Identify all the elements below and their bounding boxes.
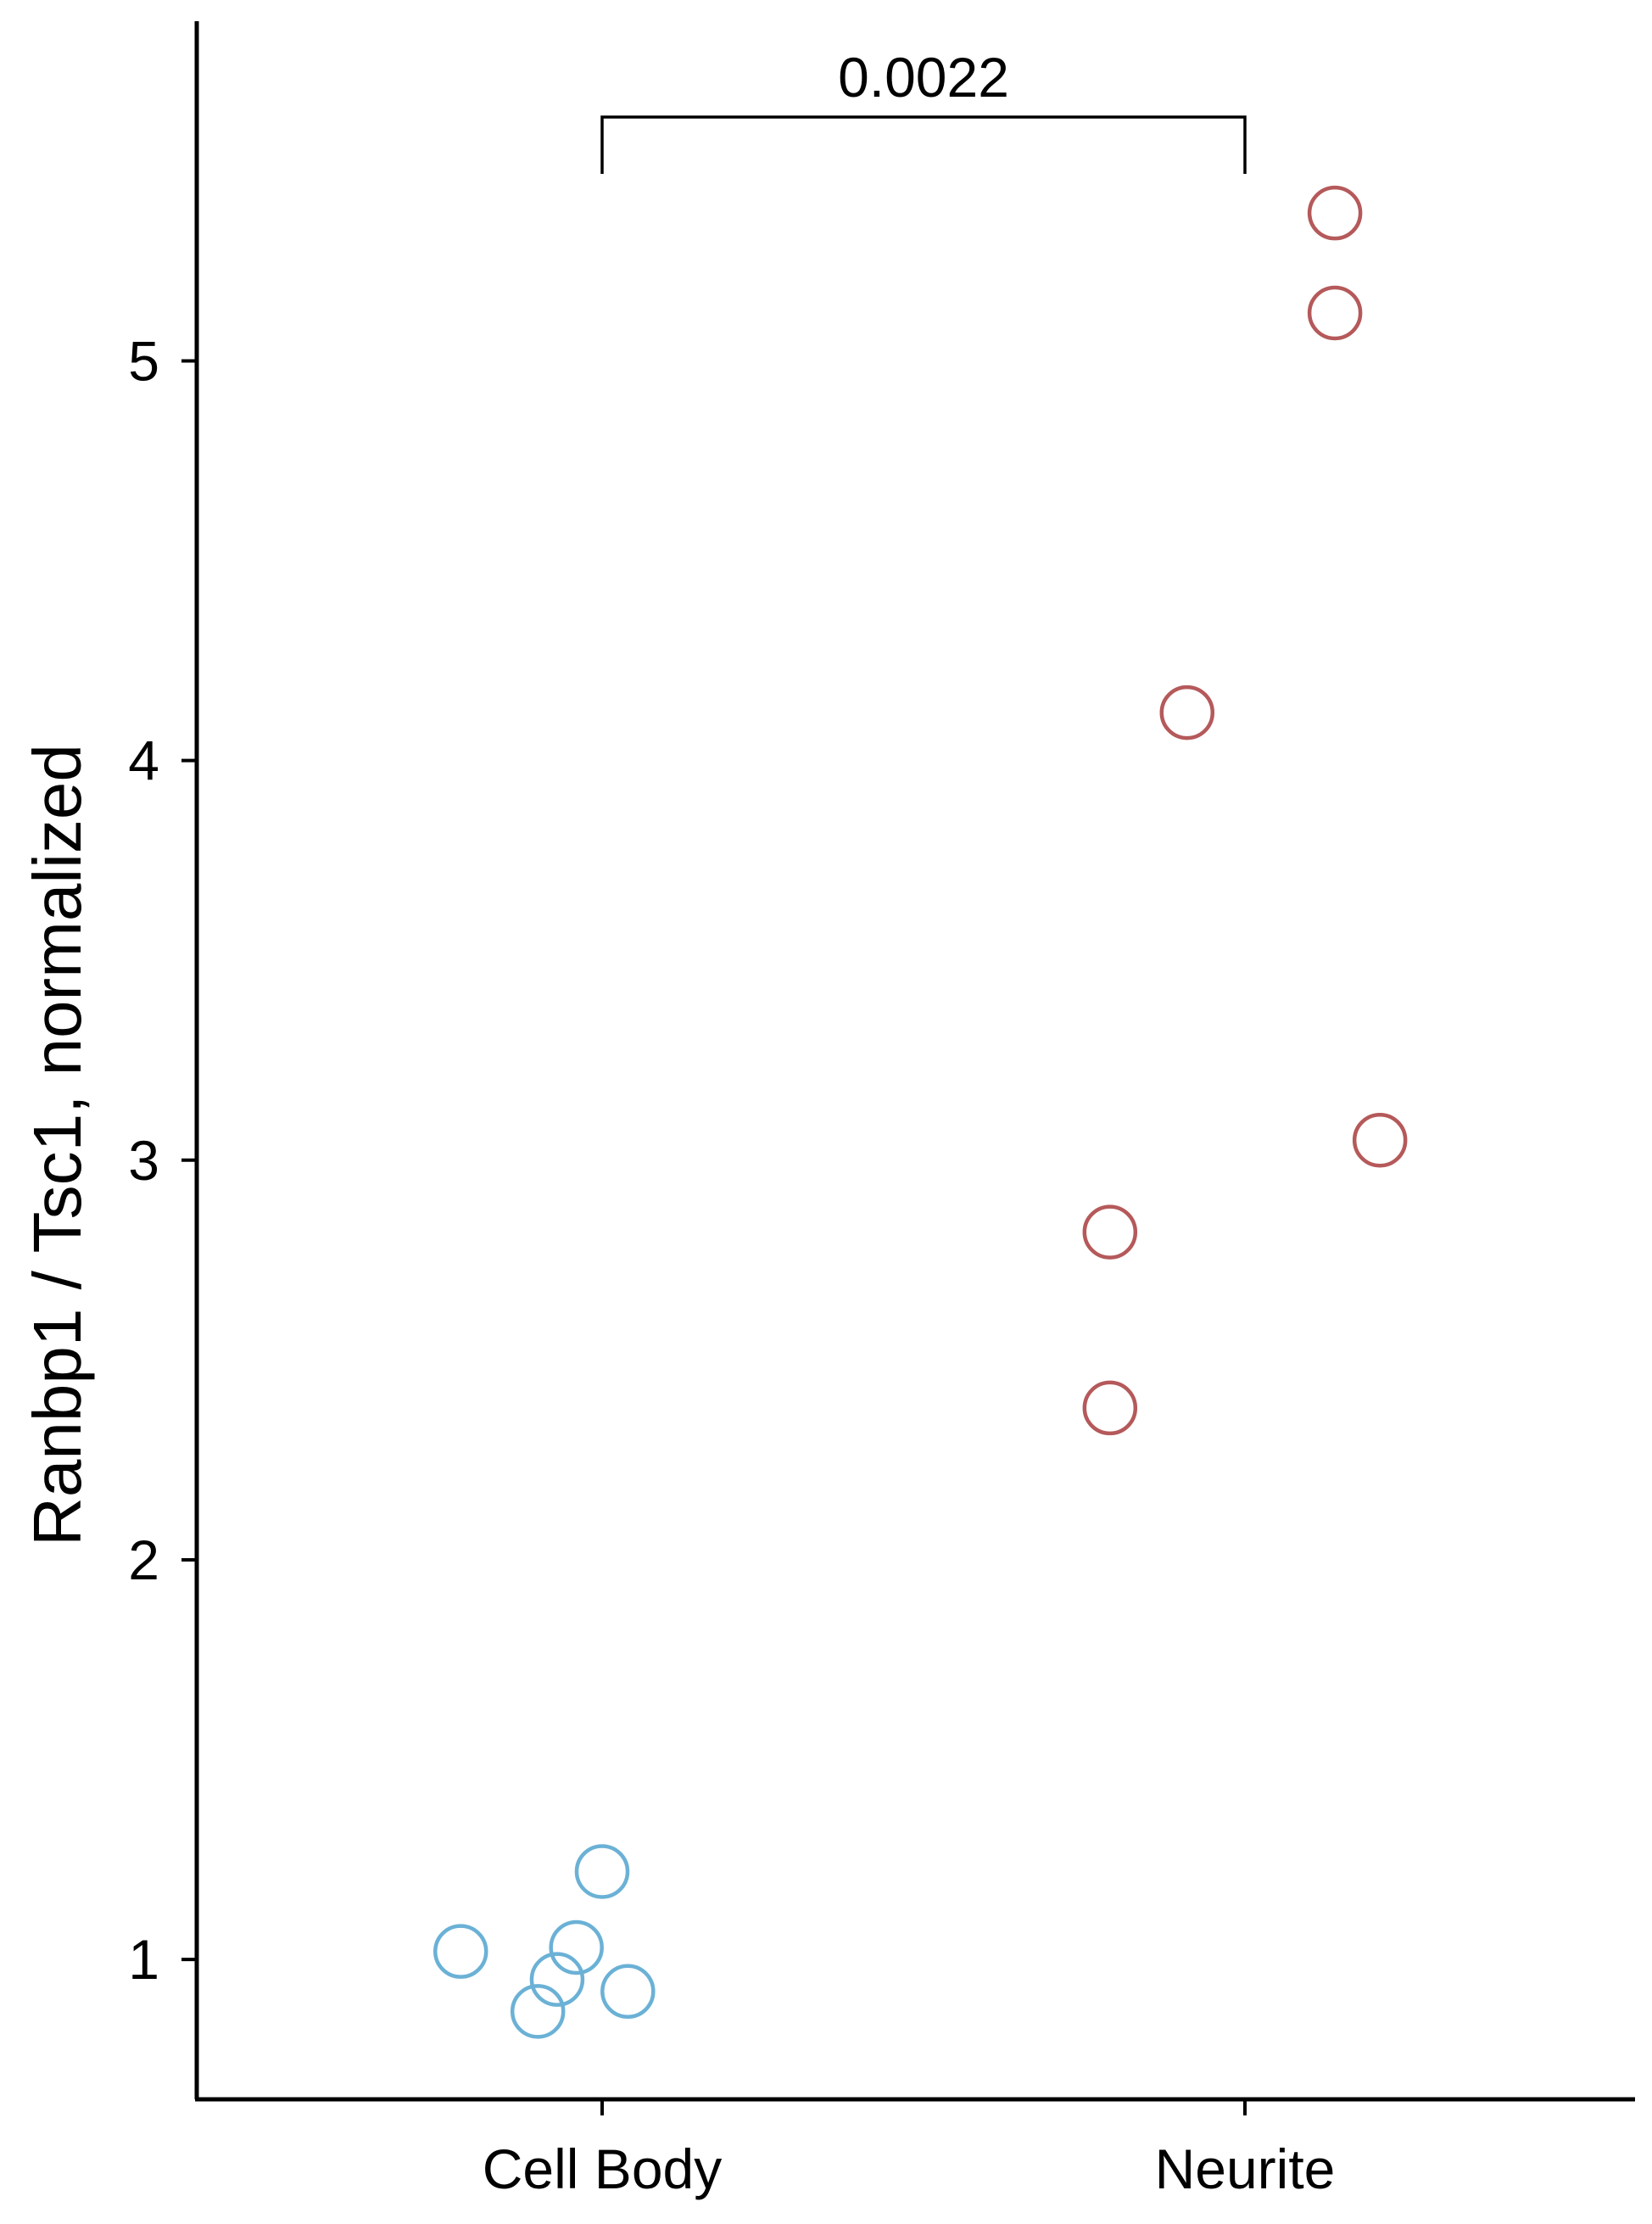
- y-tick-label: 5: [128, 329, 159, 392]
- y-tick-label: 3: [128, 1129, 159, 1192]
- data-point: [433, 1924, 488, 1979]
- data-point: [549, 1919, 604, 1975]
- data-point: [1082, 1380, 1138, 1436]
- series-cell-body: [433, 1844, 656, 2039]
- y-tick-label: 2: [128, 1528, 159, 1591]
- y-axis-title: Ranbp1 / Tsc1, normalized: [20, 744, 95, 1546]
- data-point: [510, 1984, 566, 2039]
- y-ticks: 1 2 3 4 5: [128, 329, 197, 1991]
- data-point: [1082, 1204, 1138, 1260]
- y-tick-label: 1: [128, 1928, 159, 1991]
- p-value-label: 0.0022: [838, 46, 1009, 109]
- bracket-line: [600, 115, 1247, 174]
- x-ticks: Cell Body Neurite: [483, 2099, 1336, 2200]
- x-tick-label: Neurite: [1155, 2137, 1336, 2200]
- data-points: [433, 185, 1408, 2039]
- y-tick-label: 4: [128, 729, 159, 792]
- data-point: [574, 1844, 630, 1899]
- x-tick-label: Cell Body: [483, 2137, 722, 2200]
- axes: [194, 21, 1635, 2102]
- data-point: [1352, 1112, 1408, 1168]
- data-point: [529, 1952, 585, 2007]
- significance-bracket: 0.0022: [600, 46, 1247, 174]
- data-point: [1307, 285, 1363, 341]
- data-point: [1307, 185, 1363, 241]
- data-point: [600, 1964, 656, 2020]
- data-point: [1159, 685, 1215, 740]
- series-neurite: [1082, 185, 1408, 1436]
